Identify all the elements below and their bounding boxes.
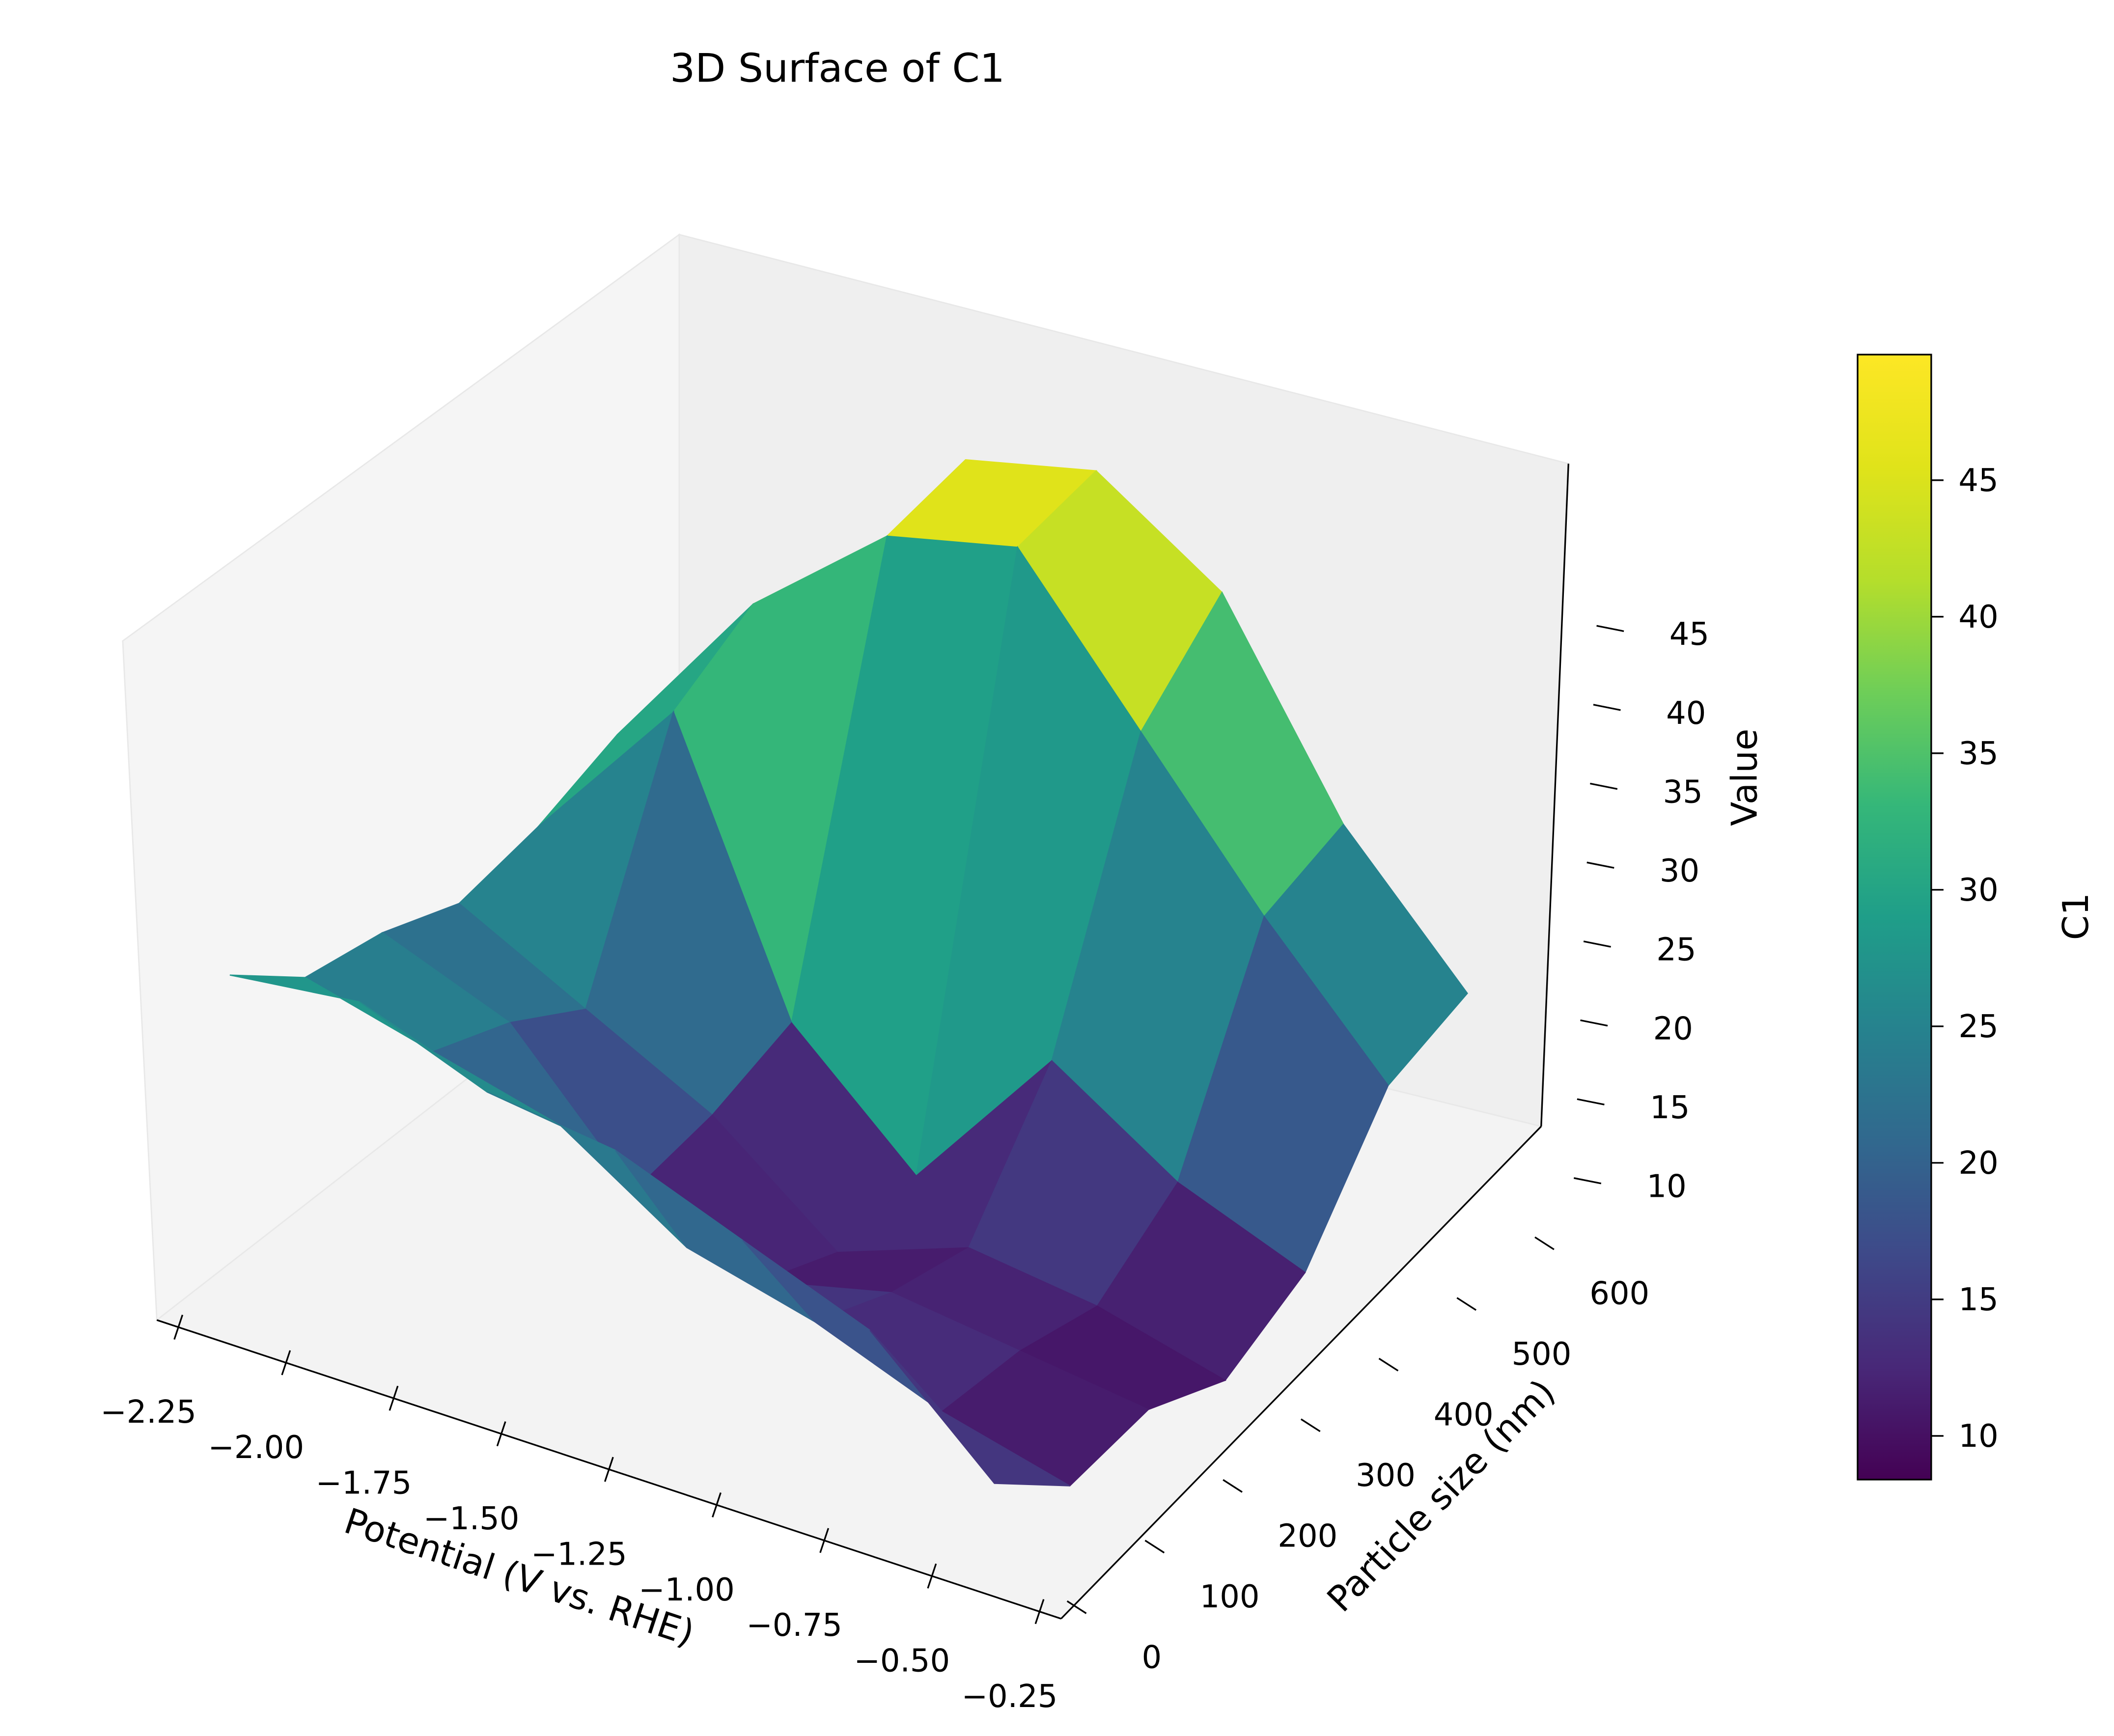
z-axis-line xyxy=(1540,464,1569,1127)
x-tick-label: −2.00 xyxy=(208,1430,304,1466)
y-tick-mark xyxy=(1456,1297,1477,1311)
surface-face xyxy=(869,1330,1070,1487)
x-tick-label: −0.25 xyxy=(962,1679,1058,1715)
z-axis-label: Value xyxy=(1724,729,1765,826)
y-tick-label: 0 xyxy=(1141,1639,1162,1676)
z-tick-mark xyxy=(1573,1177,1602,1185)
x-tick-mark xyxy=(389,1385,399,1411)
x-tick-label: −1.50 xyxy=(423,1501,520,1537)
y-tick-label: 200 xyxy=(1278,1518,1337,1554)
x-tick-label: −0.50 xyxy=(854,1643,950,1680)
z-tick-label: 15 xyxy=(1650,1090,1690,1126)
colorbar-tick-label: 15 xyxy=(1958,1282,1998,1318)
z-tick-mark xyxy=(1586,861,1614,869)
z-tick-mark xyxy=(1593,704,1621,711)
x-tick-label: −1.75 xyxy=(316,1465,412,1502)
y-tick-mark xyxy=(1223,1479,1243,1493)
x-tick-mark xyxy=(604,1457,614,1482)
z-axis: 10 15 20 25 30 35 40 45 Value xyxy=(1540,464,1765,1205)
x-tick-mark xyxy=(927,1563,937,1589)
x-tick-label: −1.25 xyxy=(531,1536,627,1572)
z-tick-label: 45 xyxy=(1669,616,1709,653)
y-tick-mark xyxy=(1378,1357,1399,1372)
y-tick-label: 400 xyxy=(1434,1397,1494,1433)
colorbar-label: C1 xyxy=(2056,893,2097,940)
x-tick-label: −2.25 xyxy=(100,1394,196,1431)
colorbar-tick-label: 30 xyxy=(1958,872,1998,909)
z-tick-label: 20 xyxy=(1653,1011,1693,1047)
colorbar-tick-label: 20 xyxy=(1958,1145,1998,1182)
y-tick-label: 300 xyxy=(1356,1458,1416,1494)
colorbar-tick-label: 45 xyxy=(1958,463,1998,499)
colorbar-gradient xyxy=(1857,354,1932,1481)
x-tick-label: −0.75 xyxy=(746,1607,842,1644)
z-tick-label: 40 xyxy=(1666,695,1706,732)
z-tick-mark xyxy=(1580,1019,1608,1027)
y-tick-mark xyxy=(1534,1236,1555,1250)
y-tick-mark xyxy=(1066,1600,1087,1614)
x-tick-mark xyxy=(712,1492,722,1517)
z-tick-mark xyxy=(1577,1098,1605,1105)
y-tick-label: 600 xyxy=(1589,1275,1649,1312)
surface-plot xyxy=(229,459,1468,1487)
x-tick-mark xyxy=(496,1421,506,1447)
x-tick-label: −1.00 xyxy=(639,1572,735,1608)
x-tick-mark xyxy=(819,1528,830,1553)
y-tick-label: 500 xyxy=(1512,1336,1572,1373)
z-tick-label: 25 xyxy=(1656,932,1696,968)
z-tick-mark xyxy=(1589,782,1618,790)
y-tick-label: 100 xyxy=(1200,1579,1260,1615)
colorbar-tick-label: 35 xyxy=(1958,736,1998,772)
colorbar: 10 15 20 25 30 35 40 45 C1 xyxy=(1857,354,2097,1481)
z-tick-label: 10 xyxy=(1646,1169,1686,1205)
chart-title: 3D Surface of C1 xyxy=(670,45,1005,91)
colorbar-tick-label: 25 xyxy=(1958,1009,1998,1045)
x-tick-mark xyxy=(1034,1599,1045,1625)
y-axis-line xyxy=(1060,1126,1542,1620)
colorbar-tick-label: 40 xyxy=(1958,599,1998,635)
z-tick-label: 30 xyxy=(1660,853,1699,889)
y-tick-mark xyxy=(1144,1540,1165,1554)
z-tick-label: 35 xyxy=(1663,774,1703,810)
colorbar-tick-label: 10 xyxy=(1958,1418,1998,1455)
x-tick-mark xyxy=(281,1350,291,1376)
z-tick-mark xyxy=(1583,940,1611,948)
x-tick-mark xyxy=(173,1314,184,1340)
y-tick-mark xyxy=(1300,1418,1321,1433)
z-tick-mark xyxy=(1596,625,1624,632)
